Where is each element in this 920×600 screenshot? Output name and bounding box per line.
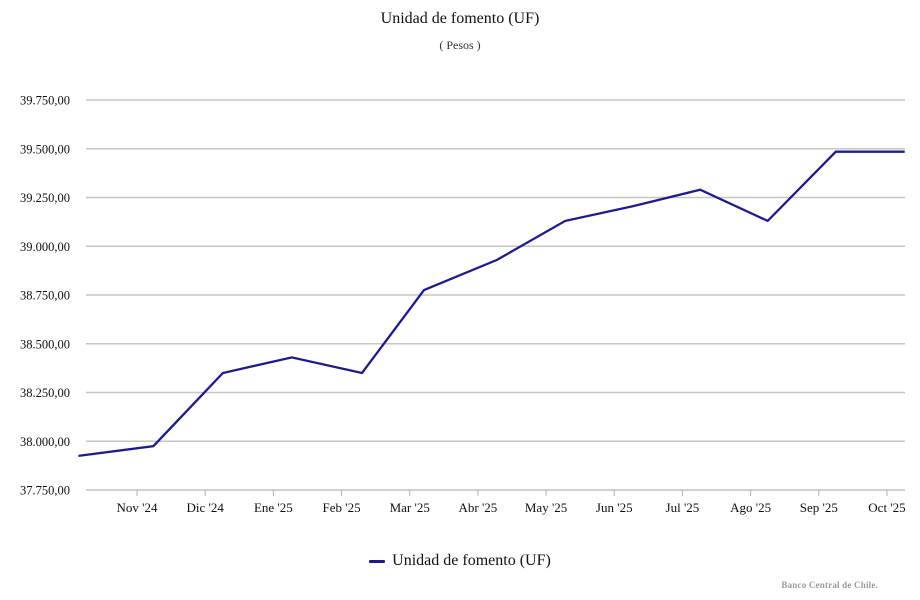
y-axis-label: 38.500,00	[20, 337, 70, 351]
chart-title: Unidad de fomento (UF)	[380, 10, 540, 27]
x-axis-label: May '25	[525, 500, 567, 515]
x-axis-label: Oct '25	[868, 500, 905, 515]
legend-line-swatch	[369, 559, 386, 563]
x-axis-label: Ago '25	[730, 500, 771, 515]
y-axis-label: 39.250,00	[20, 191, 70, 205]
x-axis-label: Dic '24	[186, 500, 224, 515]
series-line	[78, 150, 905, 458]
line-chart: 39.750,00 39.500,00 39.250,00 39.000,00 38.7…	[20, 94, 906, 516]
y-axis-label: 38.000,00	[20, 435, 70, 449]
source-attribution: Banco Central de Chile.	[781, 580, 878, 590]
x-axis-label: Mar '25	[390, 500, 430, 515]
chart-subtitle: ( Pesos )	[439, 38, 481, 52]
y-axis-label: 39.750,00	[20, 94, 70, 108]
x-axis-label: Abr '25	[458, 500, 497, 515]
y-axis-label: 38.250,00	[20, 386, 70, 400]
legend-label: Unidad de fomento (UF)	[392, 552, 551, 569]
y-axis-label: 39.000,00	[20, 240, 70, 254]
x-axis-label: Ene '25	[254, 500, 293, 515]
legend: Unidad de fomento (UF)	[0, 552, 920, 570]
x-axis-label: Nov '24	[117, 500, 158, 515]
x-axis-label: Feb '25	[322, 500, 360, 515]
x-axis-label: Jun '25	[596, 500, 633, 515]
x-axis-label: Sep '25	[800, 500, 838, 515]
y-axis-label: 38.750,00	[20, 289, 70, 303]
y-axis-label: 37.750,00	[20, 484, 70, 498]
x-axis-label: Jul '25	[666, 500, 700, 515]
y-axis-label: 39.500,00	[20, 142, 70, 156]
